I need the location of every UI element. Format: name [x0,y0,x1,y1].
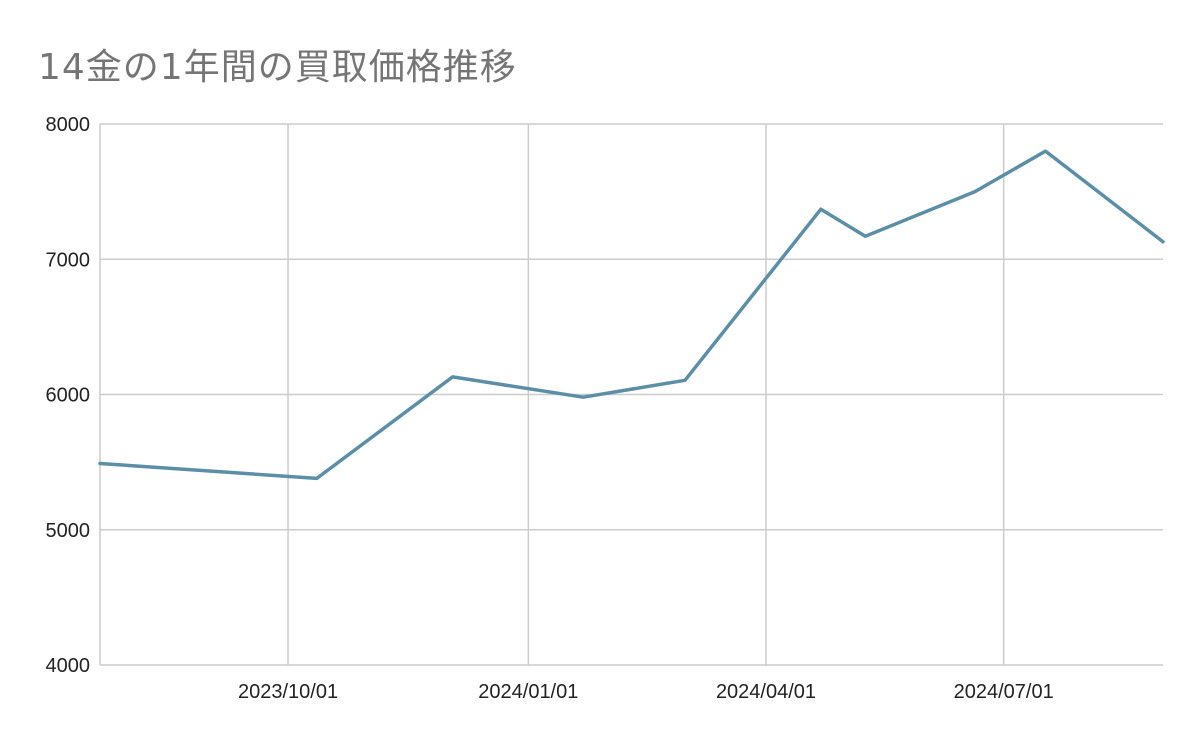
y-tick-label: 4000 [46,655,91,677]
x-tick-label: 2023/10/01 [238,681,338,703]
x-tick-label: 2024/07/01 [954,681,1054,703]
y-tick-label: 6000 [46,385,91,407]
x-tick-label: 2024/04/01 [716,681,816,703]
y-tick-label: 7000 [46,249,91,271]
x-tick-label: 2024/01/01 [478,681,578,703]
grid-lines [99,123,1163,666]
series-line [98,149,1165,481]
chart-title: 14金の1年間の買取価格推移 [38,47,517,88]
x-axis-ticks: 2023/10/01 2024/01/01 2024/04/01 2024/07/01 [238,681,1054,703]
y-tick-label: 5000 [46,520,91,542]
y-tick-label: 8000 [46,114,91,136]
y-axis-ticks: 4000 5000 6000 7000 8000 [46,114,91,677]
series-group [98,149,1165,481]
